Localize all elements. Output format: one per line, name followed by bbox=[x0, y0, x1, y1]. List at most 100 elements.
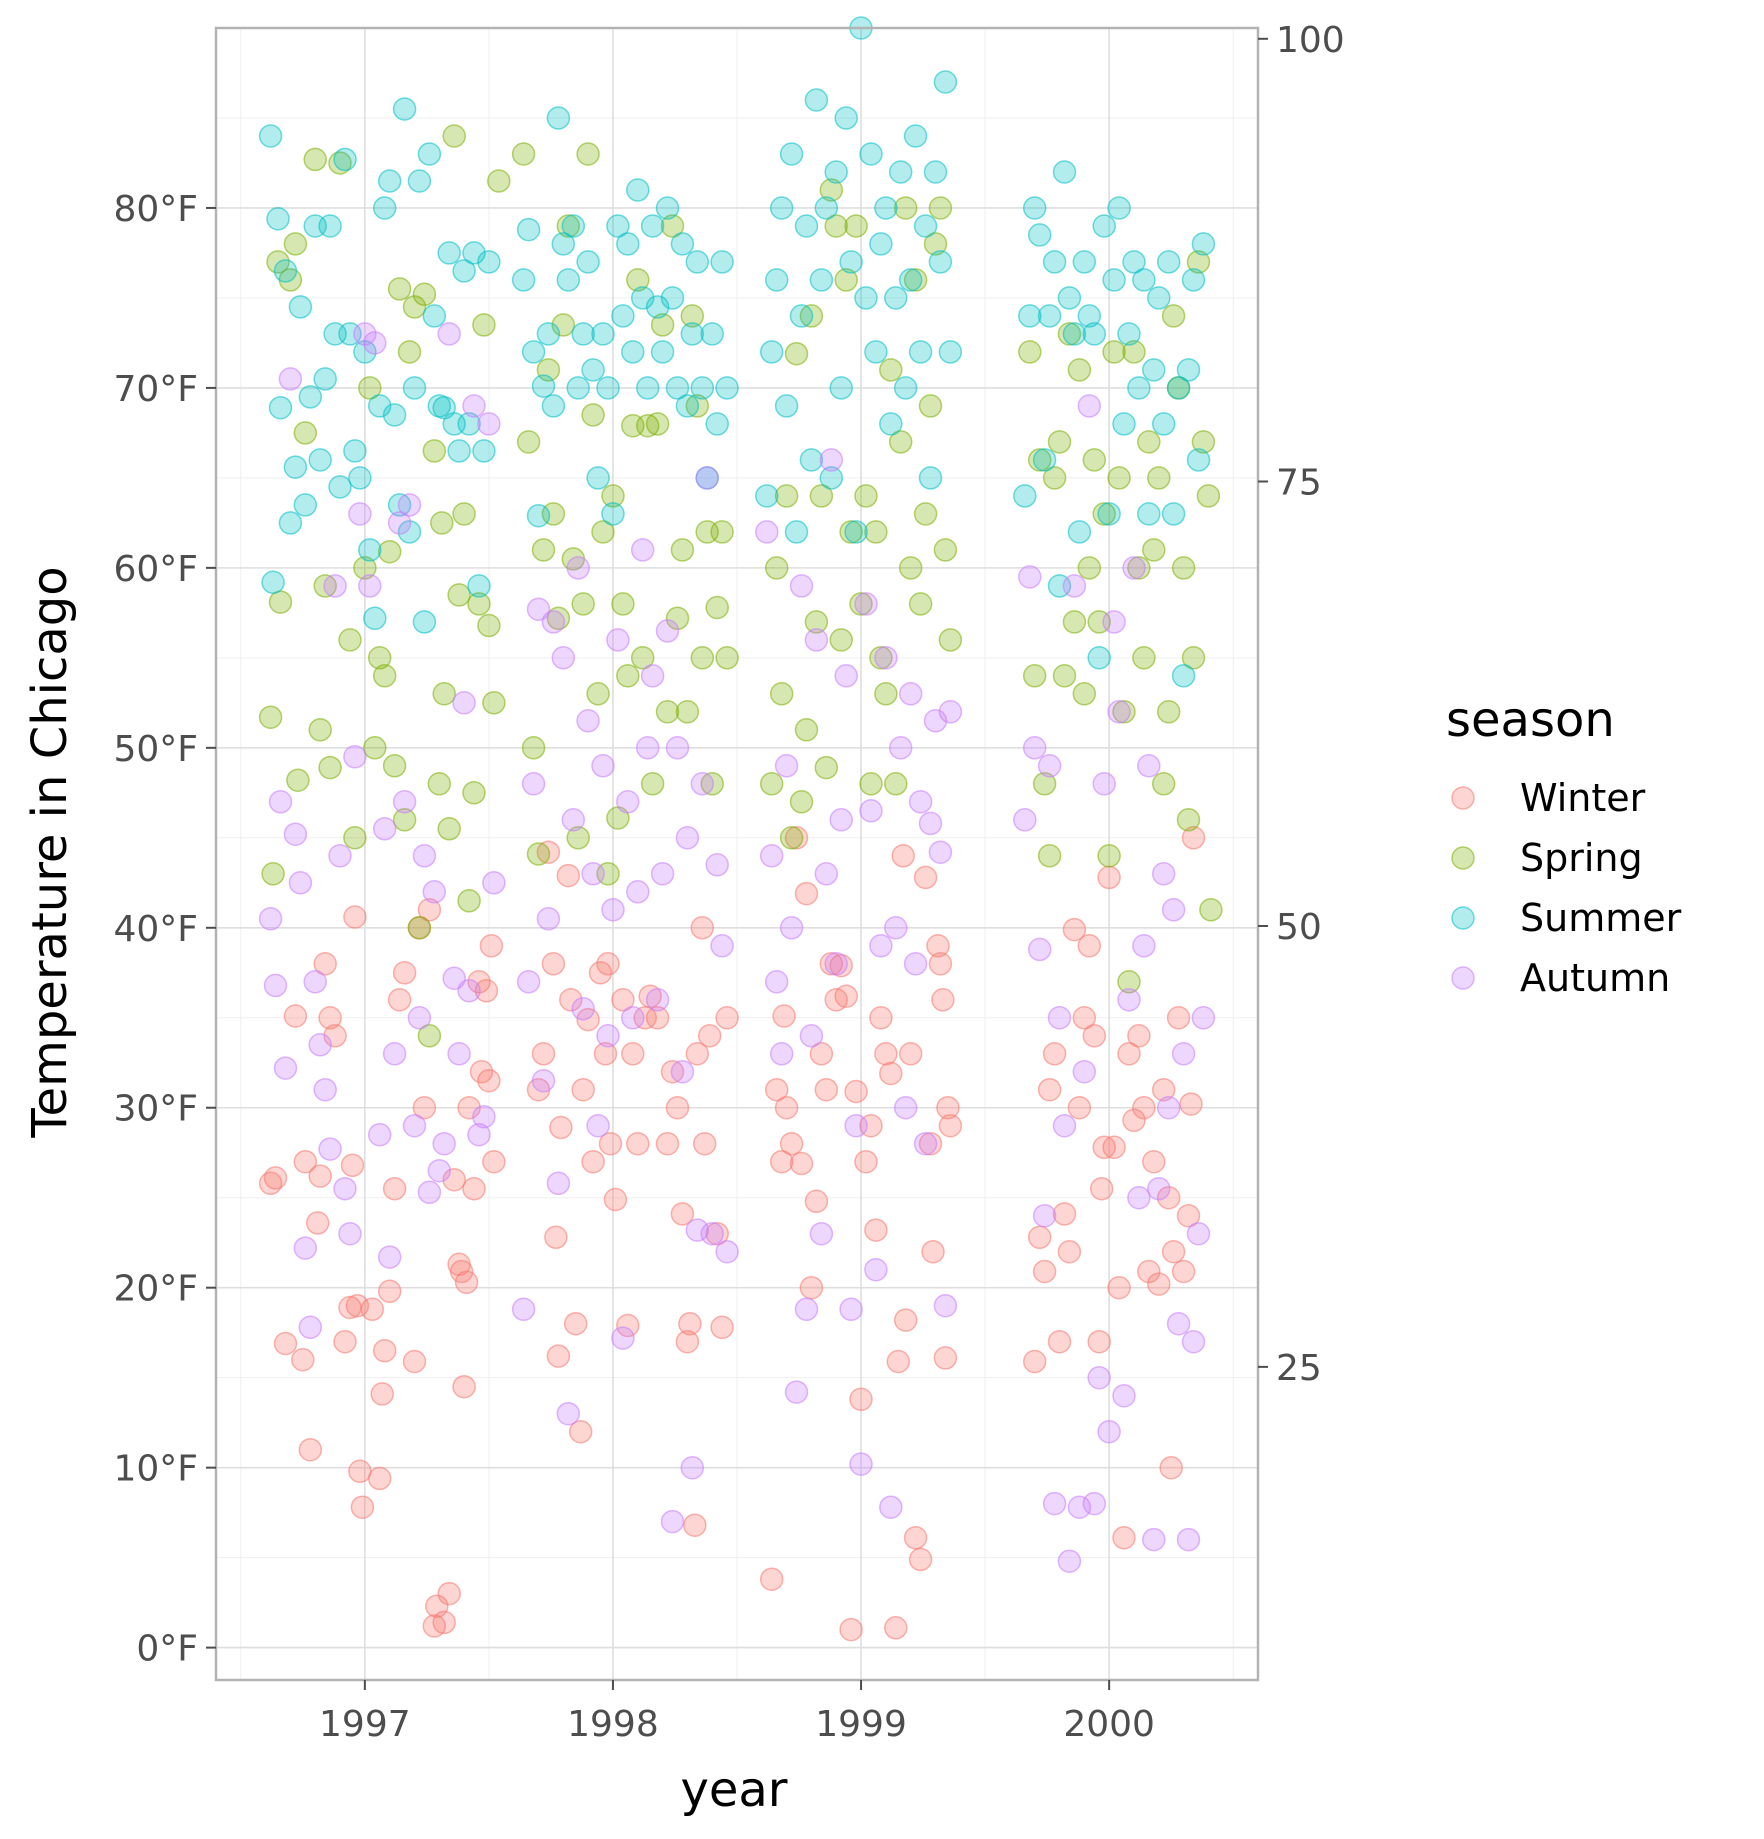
data-point bbox=[288, 871, 313, 895]
data-point bbox=[358, 376, 382, 400]
data-point bbox=[382, 1176, 407, 1201]
data-point bbox=[338, 628, 362, 652]
data-point bbox=[387, 511, 412, 535]
data-point bbox=[576, 709, 600, 733]
data-point bbox=[616, 232, 640, 256]
data-point bbox=[1161, 502, 1186, 526]
data-point bbox=[521, 736, 546, 760]
data-point bbox=[784, 1380, 809, 1404]
data-point bbox=[630, 538, 655, 562]
data-point bbox=[571, 1077, 595, 1102]
data-point bbox=[521, 772, 546, 796]
data-point bbox=[1097, 844, 1121, 868]
data-point bbox=[1032, 448, 1057, 472]
data-point bbox=[571, 322, 595, 346]
data-point bbox=[261, 862, 285, 886]
data-point bbox=[799, 1024, 824, 1048]
x-tick-label: 1999 bbox=[815, 1704, 907, 1745]
series-autumn bbox=[258, 322, 1216, 1573]
data-point bbox=[814, 1077, 839, 1102]
data-point bbox=[1097, 865, 1121, 890]
data-point bbox=[789, 574, 814, 598]
data-point bbox=[789, 790, 814, 814]
data-point bbox=[893, 1095, 918, 1120]
data-point bbox=[794, 214, 819, 238]
data-point bbox=[430, 511, 454, 535]
data-point bbox=[328, 475, 352, 499]
data-point bbox=[303, 147, 327, 172]
data-point bbox=[903, 124, 928, 148]
data-point bbox=[710, 250, 734, 274]
data-point bbox=[551, 646, 576, 670]
data-point bbox=[640, 664, 665, 688]
data-point bbox=[794, 1297, 819, 1322]
data-point bbox=[655, 619, 680, 643]
data-point bbox=[377, 1279, 402, 1304]
data-point bbox=[888, 736, 913, 760]
data-point bbox=[710, 934, 734, 958]
data-point bbox=[1092, 772, 1116, 796]
data-point bbox=[700, 772, 724, 796]
data-point bbox=[936, 1095, 960, 1120]
data-point bbox=[566, 826, 590, 850]
data-point bbox=[1027, 223, 1052, 247]
data-point bbox=[854, 484, 878, 508]
data-point bbox=[903, 268, 928, 292]
legend-key-winter bbox=[1451, 786, 1475, 810]
data-point bbox=[482, 1149, 506, 1174]
data-point bbox=[839, 520, 863, 544]
data-point bbox=[819, 466, 844, 490]
data-point bbox=[630, 646, 655, 670]
data-point bbox=[879, 412, 903, 436]
data-point bbox=[824, 952, 848, 976]
data-point bbox=[755, 484, 779, 508]
data-point bbox=[261, 570, 285, 595]
data-point bbox=[854, 286, 878, 310]
data-point bbox=[1156, 1095, 1181, 1120]
data-point bbox=[511, 142, 536, 166]
data-point bbox=[372, 817, 397, 841]
data-point bbox=[407, 1006, 432, 1030]
data-point bbox=[402, 376, 427, 400]
data-point bbox=[645, 988, 670, 1012]
data-point bbox=[769, 1149, 794, 1174]
data-point bbox=[363, 606, 387, 631]
data-point bbox=[338, 1221, 362, 1246]
data-point bbox=[546, 1344, 571, 1368]
data-point bbox=[1102, 340, 1126, 364]
data-point bbox=[670, 232, 695, 256]
data-point bbox=[923, 160, 948, 184]
data-point bbox=[1022, 664, 1047, 688]
data-point bbox=[382, 1042, 407, 1066]
data-point bbox=[859, 772, 883, 796]
data-point bbox=[1089, 1176, 1114, 1201]
data-point bbox=[571, 997, 595, 1021]
data-point bbox=[1181, 1329, 1206, 1354]
data-point bbox=[452, 502, 476, 526]
panel-border bbox=[214, 26, 1260, 1682]
data-point bbox=[1027, 448, 1052, 472]
data-point bbox=[407, 916, 432, 940]
data-point bbox=[1037, 754, 1062, 778]
data-point bbox=[772, 1004, 796, 1028]
data-point bbox=[626, 1131, 650, 1156]
data-point bbox=[467, 1122, 491, 1147]
data-point bbox=[933, 1293, 958, 1318]
data-point bbox=[1072, 1006, 1097, 1030]
data-point bbox=[303, 970, 327, 994]
data-point bbox=[353, 556, 377, 580]
data-point bbox=[397, 340, 422, 364]
data-point bbox=[1042, 1042, 1067, 1066]
data-point bbox=[1112, 412, 1136, 436]
data-point bbox=[402, 1349, 427, 1374]
data-point bbox=[918, 394, 943, 418]
data-point bbox=[432, 1610, 456, 1635]
data-point bbox=[1107, 1275, 1131, 1300]
data-point bbox=[392, 790, 417, 814]
data-point bbox=[680, 322, 705, 346]
data-point bbox=[1112, 1383, 1136, 1408]
data-point bbox=[819, 178, 844, 202]
data-point bbox=[814, 196, 839, 220]
data-point bbox=[839, 250, 863, 274]
data-point bbox=[893, 376, 918, 400]
